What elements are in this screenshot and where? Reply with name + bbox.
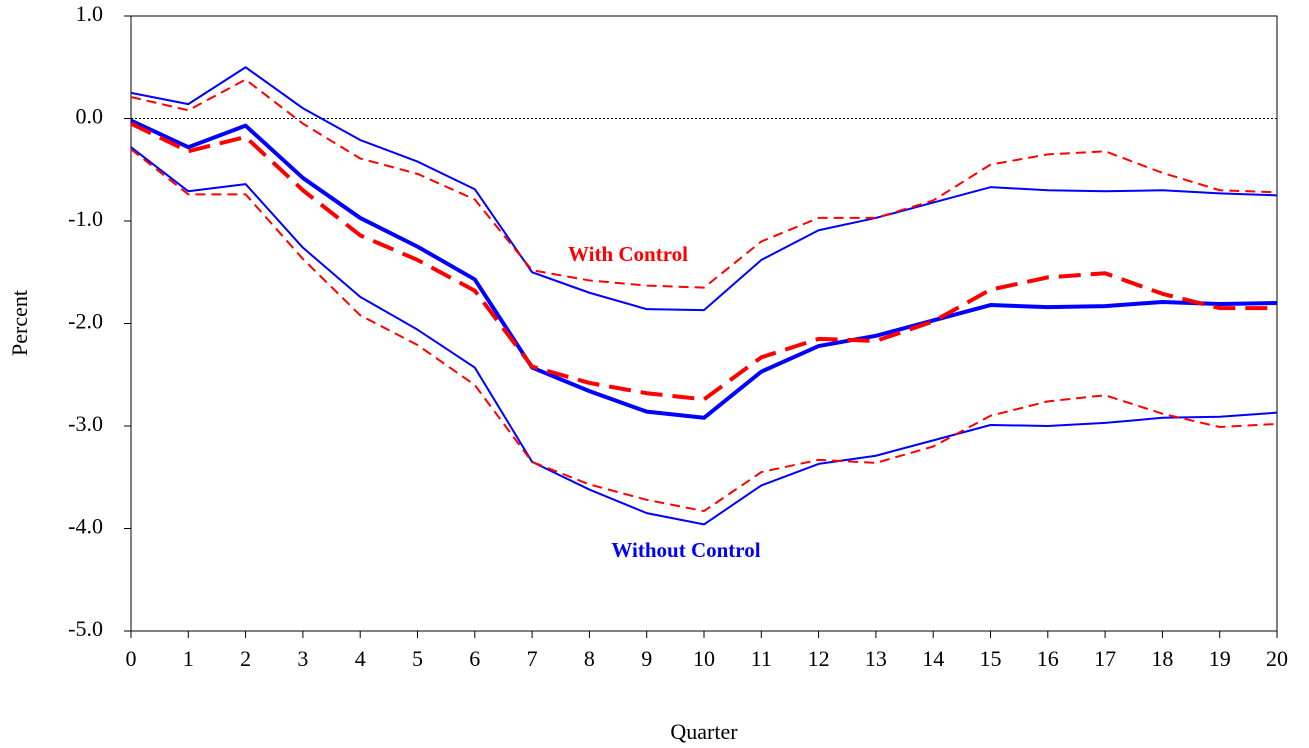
annotation: With Control xyxy=(568,242,688,266)
y-tick-label: -5.0 xyxy=(68,616,103,641)
x-tick-label: 16 xyxy=(1037,646,1059,671)
x-tick-label: 10 xyxy=(693,646,715,671)
y-axis-label: Percent xyxy=(7,290,32,356)
x-tick-label: 20 xyxy=(1266,646,1288,671)
x-tick-label: 4 xyxy=(355,646,366,671)
x-tick-label: 19 xyxy=(1209,646,1231,671)
y-tick-label: -1.0 xyxy=(68,206,103,231)
y-tick-label: 0.0 xyxy=(76,104,104,129)
y-tick-label: -4.0 xyxy=(68,514,103,539)
x-tick-label: 2 xyxy=(240,646,251,671)
x-tick-label: 15 xyxy=(980,646,1002,671)
x-tick-label: 3 xyxy=(297,646,308,671)
y-tick-label: -2.0 xyxy=(68,309,103,334)
x-axis-label: Quarter xyxy=(670,719,738,744)
line-series xyxy=(130,146,1278,526)
x-tick-label: 9 xyxy=(641,646,652,671)
line-series xyxy=(130,118,1278,420)
y-tick-label: 1.0 xyxy=(76,1,104,26)
line-series xyxy=(130,78,1278,289)
x-tick-label: 14 xyxy=(922,646,944,671)
x-tick-label: 6 xyxy=(469,646,480,671)
x-tick-label: 17 xyxy=(1094,646,1116,671)
x-tick-label: 13 xyxy=(865,646,887,671)
x-tick-label: 12 xyxy=(808,646,830,671)
line-series xyxy=(130,148,1278,513)
line-series xyxy=(130,66,1278,312)
x-tick-label: 11 xyxy=(751,646,772,671)
line-series xyxy=(130,121,1277,402)
x-tick-label: 1 xyxy=(183,646,194,671)
x-tick-label: 18 xyxy=(1151,646,1173,671)
x-tick-label: 7 xyxy=(527,646,538,671)
x-tick-label: 0 xyxy=(126,646,137,671)
x-tick-label: 5 xyxy=(412,646,423,671)
annotation: Without Control xyxy=(611,538,760,562)
x-tick-label: 8 xyxy=(584,646,595,671)
y-tick-label: -3.0 xyxy=(68,411,103,436)
